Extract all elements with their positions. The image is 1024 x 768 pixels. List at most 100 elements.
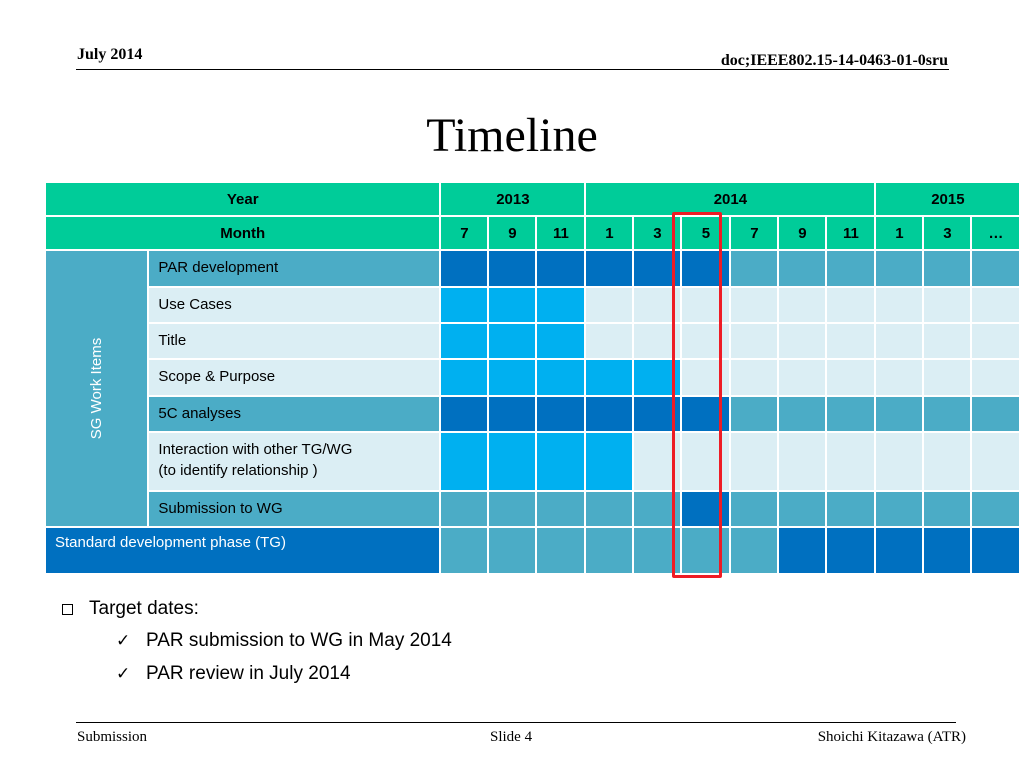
timeline-cell — [922, 395, 973, 433]
timeline-cell — [535, 322, 587, 360]
timeline-cell — [680, 526, 732, 575]
work-item-row: Scope & Purpose — [45, 358, 1022, 397]
timeline-cell — [825, 322, 877, 360]
work-item-row: Use Cases — [45, 286, 1022, 324]
work-item-label-line: Title — [158, 332, 187, 349]
timeline-cell — [439, 286, 490, 324]
target-dates-list: Target dates: ✓ PAR submission to WG in … — [62, 594, 452, 690]
month-cell: 7 — [729, 215, 780, 251]
timeline-cell — [680, 286, 732, 324]
month-cell: 11 — [825, 215, 877, 251]
timeline-cell — [922, 249, 973, 288]
month-cell: 3 — [922, 215, 973, 251]
timeline-cell — [825, 286, 877, 324]
timeline-cell — [729, 286, 780, 324]
timeline-cell — [777, 431, 828, 492]
timeline-cell — [729, 431, 780, 492]
timeline-cell — [874, 526, 925, 575]
year-row: Year 2013 2014 2015 — [43, 181, 1022, 217]
timeline-cell — [680, 249, 732, 288]
sg-group-label: SG Work Items — [88, 337, 106, 440]
timeline-cell — [874, 431, 925, 492]
footer-author: Shoichi Kitazawa (ATR) — [817, 729, 966, 745]
month-cell: 1 — [584, 215, 635, 251]
timeline-cell — [874, 249, 925, 288]
timeline-cell — [439, 490, 490, 528]
bullet-item: ✓ PAR submission to WG in May 2014 — [62, 624, 452, 657]
timeline-cell — [970, 322, 1022, 360]
year-2015: 2015 — [874, 181, 1022, 217]
timeline-cell — [535, 286, 587, 324]
timeline-cell — [487, 322, 538, 360]
timeline-cell — [584, 431, 635, 492]
timeline-cell — [825, 249, 877, 288]
timeline-cell — [970, 286, 1022, 324]
timeline-cell — [487, 395, 538, 433]
timeline-cell — [535, 526, 587, 575]
slide-title: Timeline — [426, 109, 598, 162]
timeline-cell — [825, 358, 877, 397]
work-item-label: 5C analyses — [147, 395, 442, 433]
bullet-item-text: PAR review in July 2014 — [146, 662, 351, 684]
timeline-cell — [729, 322, 780, 360]
timeline-cell — [922, 358, 973, 397]
timeline-cell — [874, 322, 925, 360]
month-cell: … — [970, 215, 1022, 251]
timeline-cell — [825, 431, 877, 492]
timeline-cell — [970, 431, 1022, 492]
timeline-cell — [535, 490, 587, 528]
month-row: Month 7 9 11 1 3 5 7 9 11 1 3 … — [43, 215, 1022, 251]
work-item-row: SG Work Items PAR development — [43, 249, 1022, 528]
timeline-cell — [680, 431, 732, 492]
work-item-row: 5C analyses — [45, 395, 1022, 433]
timeline-cell — [680, 358, 732, 397]
timeline-cell — [825, 526, 877, 575]
timeline-cell — [729, 490, 780, 528]
timeline-cell — [584, 395, 635, 433]
header-doc-id: doc;IEEE802.15-14-0463-01-0sru — [720, 52, 948, 69]
timeline-cell — [487, 286, 538, 324]
month-cell: 5 — [680, 215, 732, 251]
month-cell: 7 — [439, 215, 490, 251]
timeline-cell — [584, 249, 635, 288]
current-month-highlight — [672, 212, 722, 578]
month-cell: 1 — [874, 215, 925, 251]
timeline-cell — [729, 395, 780, 433]
timeline-cell — [439, 249, 490, 288]
year-header: Year — [43, 181, 442, 217]
work-item-row: Title — [45, 322, 1022, 360]
footer-submission: Submission — [77, 729, 148, 745]
timeline-table: Year 2013 2014 2015 Month 7 9 11 1 3 5 7… — [43, 181, 1022, 575]
work-item-label: Submission to WG — [147, 490, 442, 528]
year-2013: 2013 — [439, 181, 587, 217]
timeline-cell — [777, 395, 828, 433]
timeline-cell — [970, 526, 1022, 575]
footer-slide-number: Slide 4 — [490, 729, 533, 745]
bullet-item-text: PAR submission to WG in May 2014 — [146, 629, 452, 651]
timeline-cell — [487, 249, 538, 288]
checkmark-icon: ✓ — [116, 663, 131, 683]
work-item-label-line: Scope & Purpose — [158, 368, 276, 385]
timeline-cell — [970, 395, 1022, 433]
timeline-cell — [729, 249, 780, 288]
work-item-label: Scope & Purpose — [147, 358, 442, 397]
timeline-cell — [680, 322, 732, 360]
timeline-cell — [584, 358, 635, 397]
timeline-cell — [922, 322, 973, 360]
month-cell: 11 — [535, 215, 587, 251]
timeline-cell — [825, 395, 877, 433]
footer-divider — [76, 722, 956, 723]
timeline-cell — [874, 286, 925, 324]
timeline-cell — [680, 490, 732, 528]
standard-development-label: Standard development phase (TG) — [43, 526, 442, 575]
year-2014: 2014 — [584, 181, 877, 217]
timeline-cell — [439, 431, 490, 492]
timeline-cell — [535, 431, 587, 492]
month-cell: 9 — [777, 215, 828, 251]
work-item-label-line: Submission to WG — [158, 500, 283, 517]
work-item-label-line: Use Cases — [158, 296, 232, 313]
timeline-cell — [922, 286, 973, 324]
timeline-cell — [777, 286, 828, 324]
timeline-cell — [487, 358, 538, 397]
standard-development-row: Standard development phase (TG) — [43, 526, 1022, 575]
